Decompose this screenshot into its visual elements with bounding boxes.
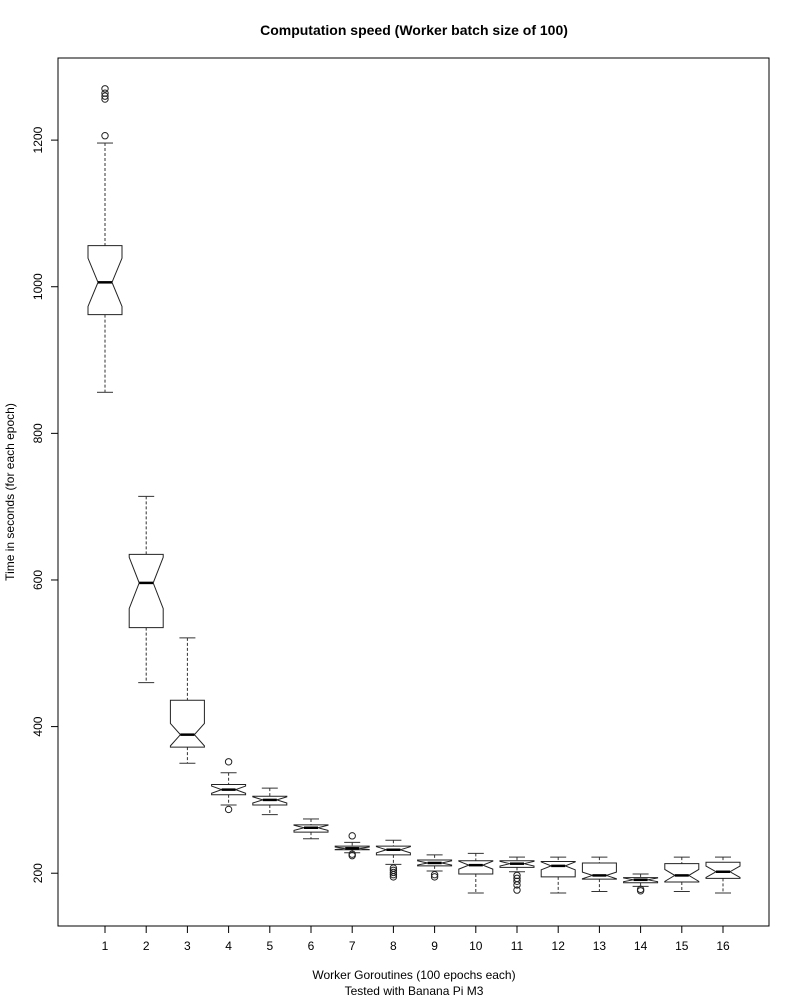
box-iqr xyxy=(129,554,163,627)
outlier-point xyxy=(349,833,355,839)
box-iqr xyxy=(706,862,740,878)
x-axis-sublabel: Tested with Banana Pi M3 xyxy=(345,984,484,998)
plot-frame xyxy=(58,58,769,926)
x-tick-label: 13 xyxy=(593,939,607,953)
y-axis-label: Time in seconds (for each epoch) xyxy=(3,403,17,581)
box-13 xyxy=(582,857,616,891)
chart-title: Computation speed (Worker batch size of … xyxy=(260,22,568,38)
x-tick-label: 14 xyxy=(634,939,648,953)
box-iqr xyxy=(170,700,204,747)
y-tick-label: 400 xyxy=(31,716,45,736)
box-14 xyxy=(624,874,658,894)
box-series xyxy=(88,86,740,894)
box-1 xyxy=(88,86,122,393)
box-4 xyxy=(212,759,246,813)
x-tick-label: 11 xyxy=(511,939,524,953)
x-tick-label: 16 xyxy=(716,939,730,953)
outlier-point xyxy=(637,886,643,892)
box-11 xyxy=(500,857,534,893)
box-iqr xyxy=(665,864,699,882)
x-tick-label: 12 xyxy=(552,939,566,953)
box-iqr xyxy=(88,246,122,315)
x-tick-label: 7 xyxy=(349,939,356,953)
box-5 xyxy=(253,788,287,814)
x-tick-label: 4 xyxy=(225,939,232,953)
outlier-point xyxy=(102,86,108,92)
box-iqr xyxy=(459,861,493,874)
box-iqr xyxy=(541,861,575,876)
box-10 xyxy=(459,853,493,893)
outlier-point xyxy=(102,133,108,139)
x-tick-label: 6 xyxy=(308,939,315,953)
x-tick-label: 1 xyxy=(102,939,109,953)
outlier-point xyxy=(349,852,355,858)
x-tick-label: 10 xyxy=(469,939,483,953)
x-tick-label: 8 xyxy=(390,939,397,953)
x-tick-label: 5 xyxy=(266,939,273,953)
box-8 xyxy=(376,840,410,880)
box-6 xyxy=(294,819,328,839)
x-tick-label: 15 xyxy=(675,939,689,953)
x-tick-label: 2 xyxy=(143,939,150,953)
y-tick-label: 800 xyxy=(31,423,45,443)
box-15 xyxy=(665,857,699,891)
x-tick-label: 9 xyxy=(431,939,438,953)
box-12 xyxy=(541,857,575,893)
box-16 xyxy=(706,857,740,893)
y-tick-label: 1200 xyxy=(31,126,45,153)
y-tick-label: 200 xyxy=(31,863,45,883)
outlier-point xyxy=(225,759,231,765)
box-9 xyxy=(418,855,452,880)
box-2 xyxy=(129,496,163,682)
box-3 xyxy=(170,638,204,763)
y-axis: 200 400 600 800 1000 1200 xyxy=(31,126,58,883)
y-tick-label: 600 xyxy=(31,570,45,590)
box-7 xyxy=(335,833,369,859)
x-axis: 1 2 3 4 5 6 7 8 9 10 11 12 13 14 15 16 xyxy=(102,926,730,953)
y-tick-label: 1000 xyxy=(31,273,45,300)
outlier-point xyxy=(225,806,231,812)
outlier-point xyxy=(637,888,643,894)
x-tick-label: 3 xyxy=(184,939,191,953)
x-axis-label: Worker Goroutines (100 epochs each) xyxy=(312,968,515,982)
